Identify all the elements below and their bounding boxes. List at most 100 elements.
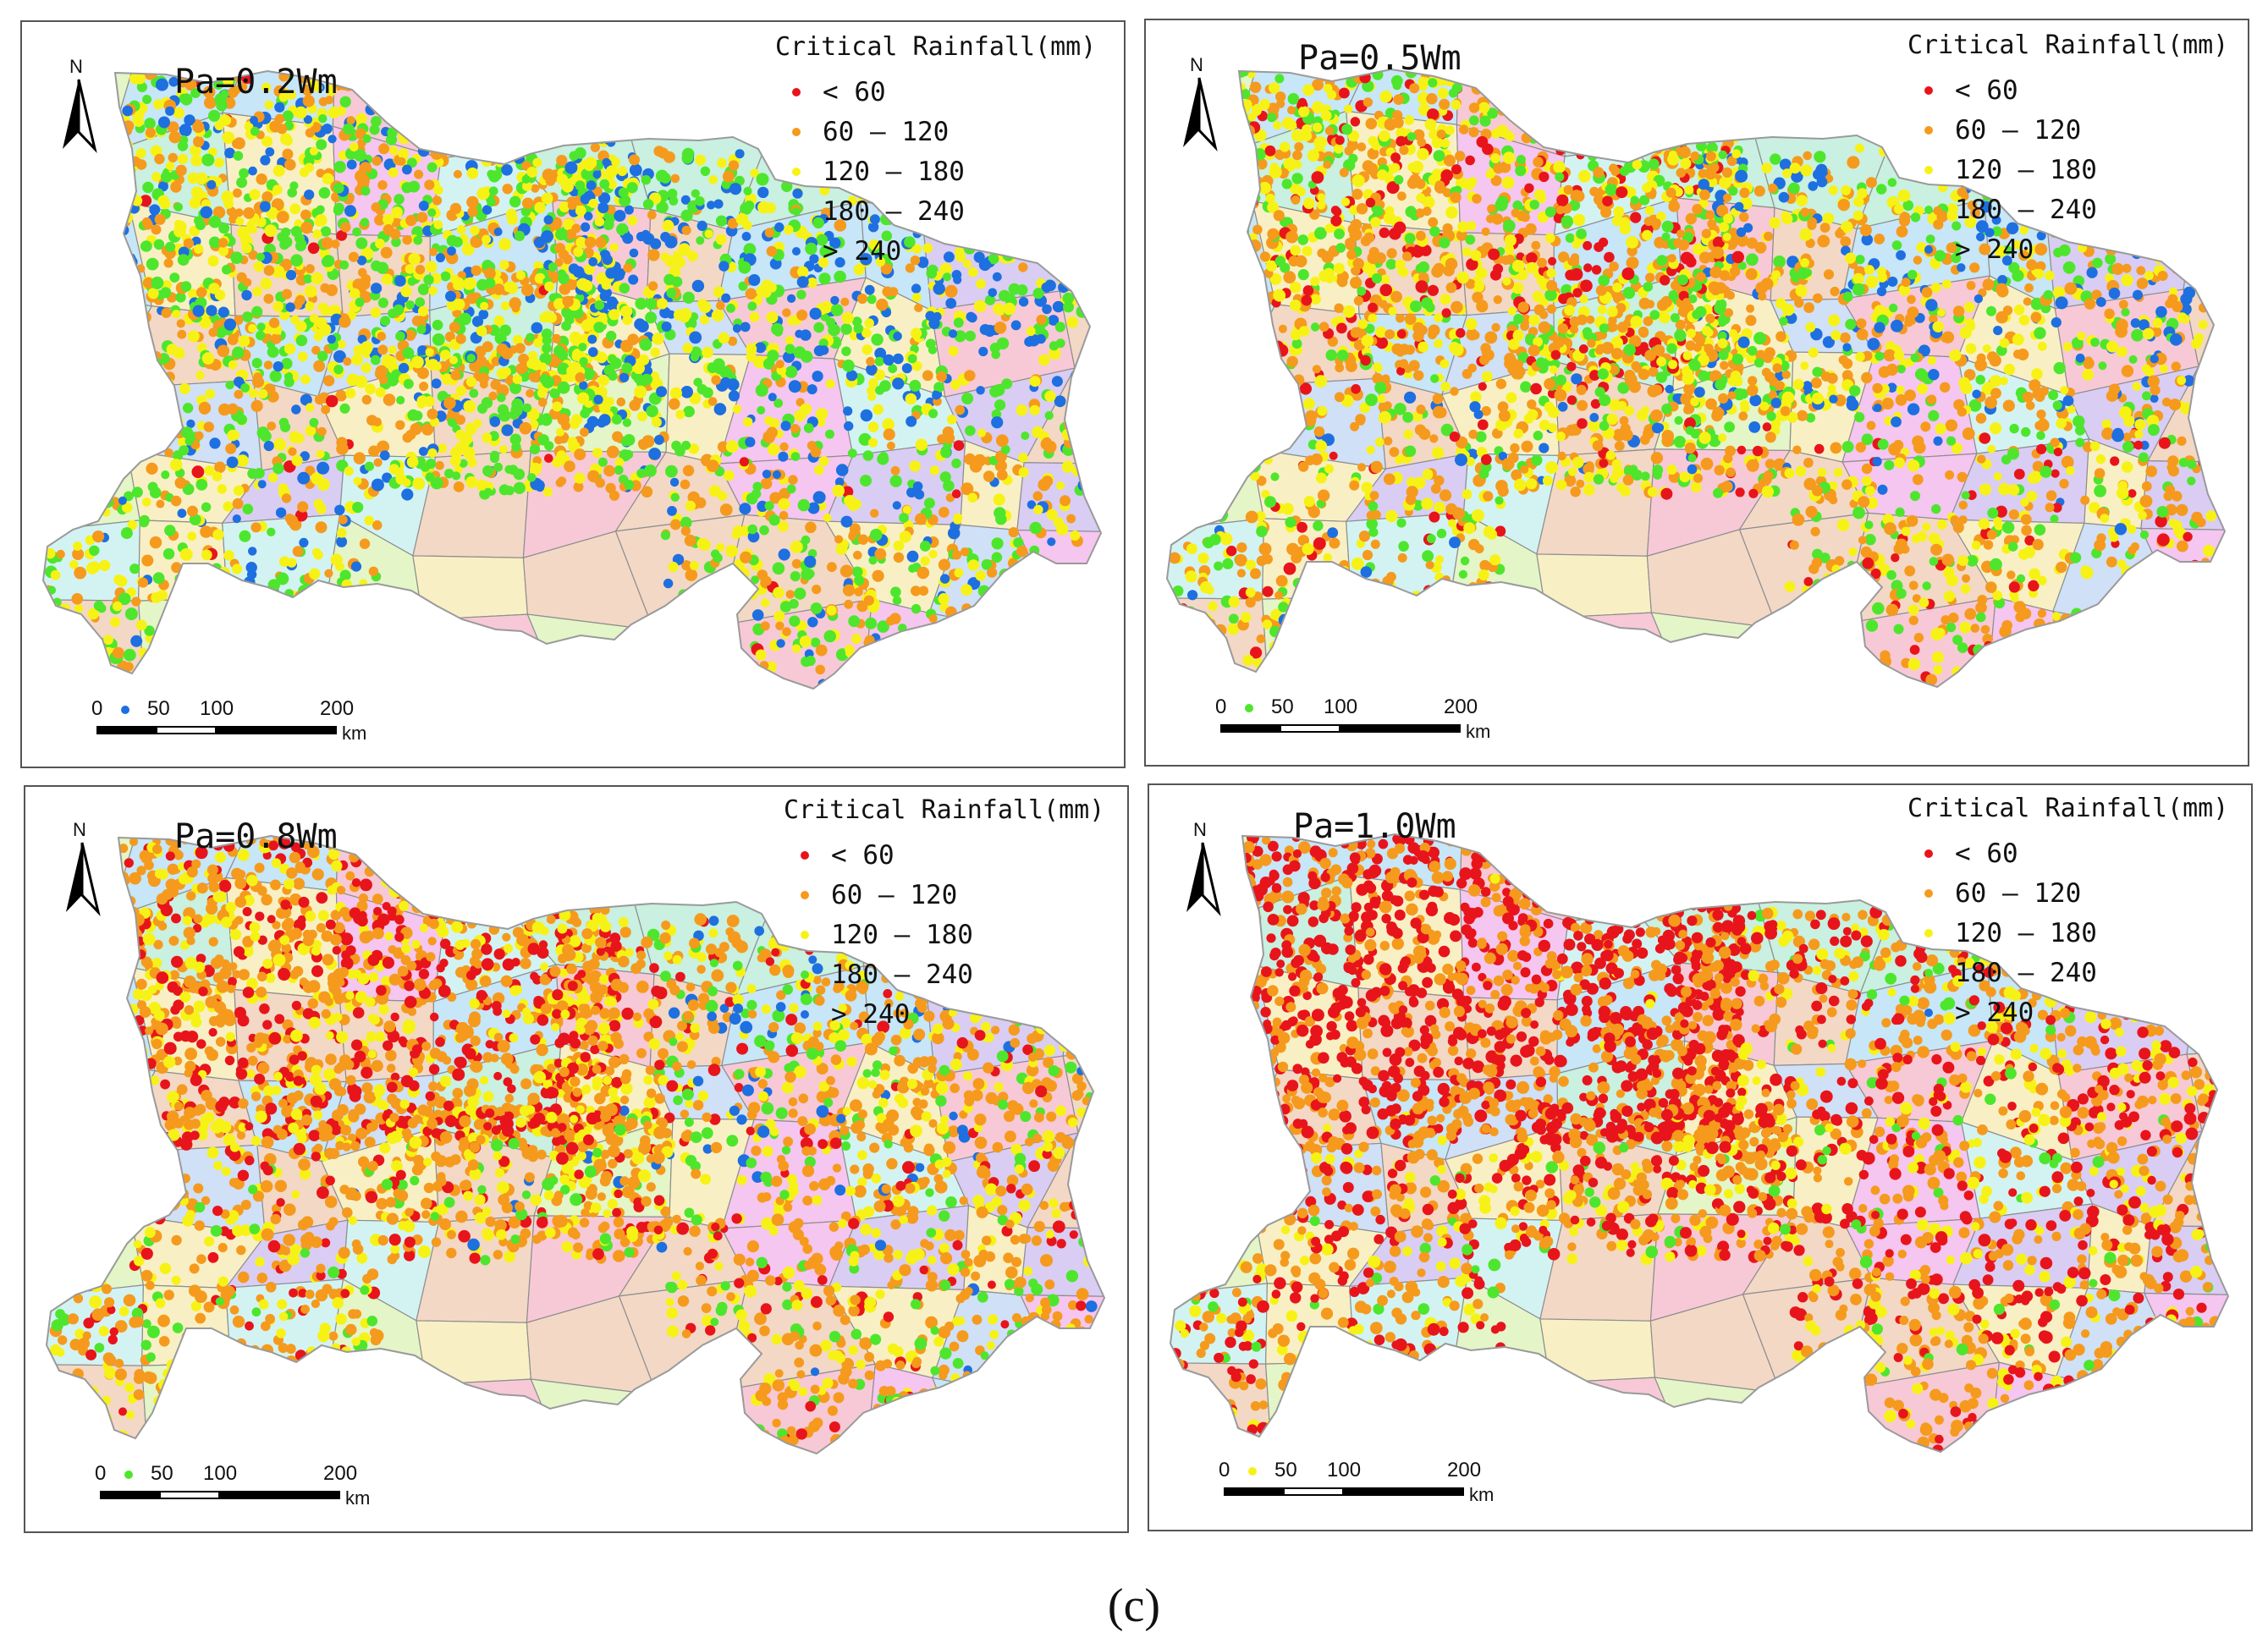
- rainfall-point: [595, 351, 608, 364]
- rainfall-point: [343, 123, 355, 135]
- rainfall-point: [465, 143, 475, 153]
- rainfall-point: [1655, 97, 1665, 107]
- rainfall-point: [809, 254, 819, 264]
- rainfall-point: [90, 474, 103, 487]
- rainfall-point: [1512, 329, 1524, 342]
- rainfall-point: [647, 249, 660, 261]
- rainfall-point: [351, 354, 363, 366]
- rainfall-point: [125, 342, 135, 352]
- rainfall-point: [1289, 281, 1302, 294]
- rainfall-point: [757, 201, 770, 214]
- rainfall-point: [257, 480, 267, 489]
- rainfall-point: [487, 144, 498, 155]
- rainfall-point: [1278, 324, 1287, 333]
- rainfall-point: [201, 153, 215, 167]
- rainfall-point: [123, 648, 136, 662]
- rainfall-point: [905, 263, 915, 273]
- rainfall-point: [173, 107, 184, 119]
- rainfall-point: [964, 370, 976, 382]
- rainfall-point: [571, 223, 581, 234]
- rainfall-point: [532, 456, 542, 465]
- rainfall-point: [797, 498, 810, 512]
- rainfall-point: [361, 394, 372, 405]
- rainfall-point: [994, 322, 1007, 334]
- rainfall-point: [1610, 69, 1621, 80]
- rainfall-point: [817, 691, 828, 701]
- rainfall-point: [598, 192, 611, 205]
- rainfall-point: [776, 639, 785, 648]
- rainfall-point: [980, 632, 991, 642]
- rainfall-point: [234, 389, 244, 399]
- rainfall-point: [391, 237, 401, 247]
- rainfall-point: [1658, 310, 1667, 319]
- rainfall-point: [964, 612, 976, 623]
- rainfall-point: [977, 612, 988, 623]
- rainfall-point: [1073, 578, 1085, 591]
- rainfall-point: [504, 281, 515, 293]
- rainfall-point: [564, 72, 575, 84]
- rainfall-point: [1283, 271, 1296, 284]
- rainfall-point: [1606, 148, 1616, 158]
- rainfall-point: [169, 459, 183, 471]
- rainfall-point: [203, 421, 214, 432]
- rainfall-point: [881, 230, 893, 242]
- rainfall-point: [616, 397, 626, 407]
- rainfall-point: [739, 567, 750, 579]
- rainfall-point: [405, 76, 415, 86]
- rainfall-point: [826, 317, 836, 327]
- rainfall-point: [190, 186, 203, 199]
- rainfall-point: [1044, 410, 1054, 420]
- rainfall-point: [778, 451, 789, 462]
- rainfall-point: [999, 289, 1010, 302]
- rainfall-point: [1479, 115, 1491, 127]
- rainfall-point: [364, 461, 374, 471]
- rainfall-point: [1588, 87, 1599, 98]
- rainfall-point: [1264, 355, 1274, 365]
- rainfall-point: [680, 525, 691, 536]
- rainfall-point: [869, 214, 880, 225]
- rainfall-point: [426, 87, 439, 100]
- rainfall-point: [1267, 201, 1280, 214]
- rainfall-point: [773, 327, 784, 337]
- rainfall-point: [179, 675, 191, 688]
- rainfall-point: [124, 424, 135, 436]
- rainfall-point: [1688, 69, 1701, 78]
- rainfall-point: [580, 427, 589, 437]
- rainfall-point: [513, 468, 526, 481]
- rainfall-point: [63, 440, 75, 453]
- rainfall-point: [50, 569, 61, 580]
- rainfall-point: [223, 318, 237, 331]
- rainfall-point: [1669, 124, 1681, 137]
- rainfall-point: [443, 82, 455, 95]
- rainfall-point: [889, 475, 902, 487]
- rainfall-point: [69, 418, 81, 430]
- rainfall-point: [162, 397, 171, 406]
- rainfall-point: [147, 288, 159, 300]
- rainfall-point: [567, 122, 578, 133]
- rainfall-point: [188, 289, 199, 300]
- rainfall-point: [1082, 684, 1092, 689]
- rainfall-point: [559, 372, 570, 383]
- rainfall-point: [317, 350, 328, 362]
- rainfall-point: [1405, 344, 1415, 355]
- rainfall-point: [235, 594, 246, 606]
- north-arrow: N: [58, 56, 100, 157]
- rainfall-point: [1658, 113, 1669, 124]
- rainfall-point: [1428, 324, 1440, 337]
- rainfall-point: [313, 332, 323, 342]
- rainfall-point: [696, 220, 707, 231]
- rainfall-point: [539, 107, 548, 117]
- rainfall-point: [1506, 132, 1515, 142]
- rainfall-point: [656, 298, 669, 310]
- rainfall-point: [667, 506, 677, 516]
- rainfall-point: [534, 480, 545, 492]
- rainfall-point: [922, 243, 933, 254]
- rainfall-point: [937, 625, 947, 635]
- rainfall-point: [308, 79, 321, 91]
- rainfall-point: [909, 460, 921, 472]
- rainfall-point: [965, 425, 976, 437]
- rainfall-point: [1595, 284, 1607, 296]
- rainfall-point: [1500, 102, 1509, 111]
- rainfall-point: [364, 602, 376, 613]
- district-region: [2079, 704, 2184, 767]
